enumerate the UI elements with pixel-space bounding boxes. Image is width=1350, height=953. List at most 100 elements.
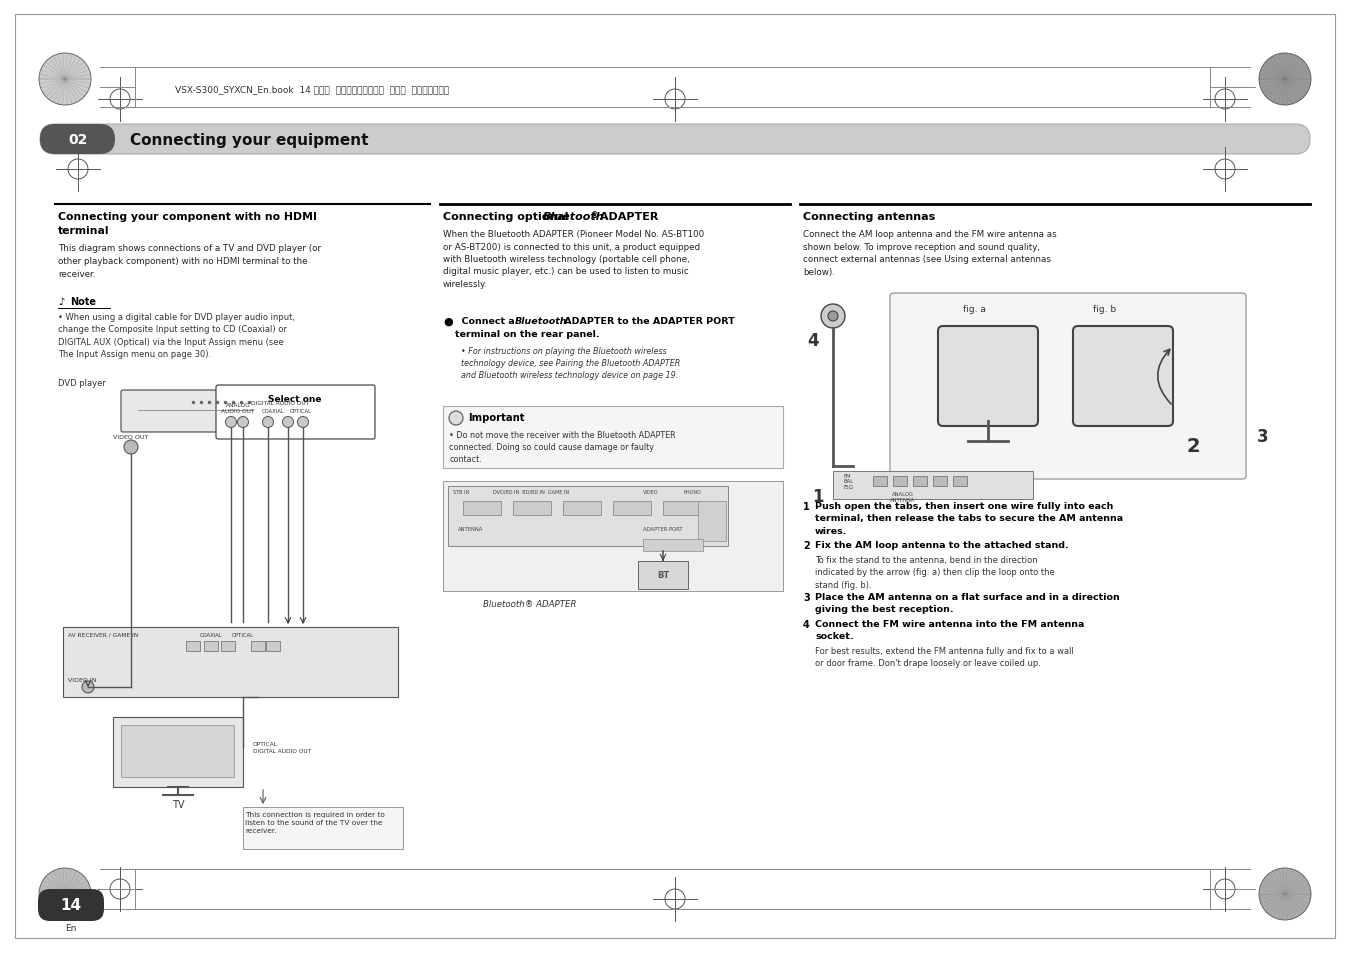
Text: Select one: Select one: [269, 395, 321, 403]
Bar: [122, 725, 234, 778]
Text: BT: BT: [657, 571, 670, 579]
Text: 14: 14: [61, 898, 81, 913]
Text: DIGITAL AUDIO OUT: DIGITAL AUDIO OUT: [251, 400, 309, 406]
Text: • For instructions on playing the Bluetooth wireless
technology device, see Pair: • For instructions on playing the Blueto…: [460, 347, 680, 380]
Text: Important: Important: [468, 413, 525, 422]
Text: ANALOG
AUDIO OUT: ANALOG AUDIO OUT: [221, 402, 255, 414]
Text: ♪: ♪: [58, 296, 65, 307]
Text: En: En: [65, 923, 77, 932]
Bar: [513, 501, 551, 516]
Text: 4: 4: [807, 332, 819, 350]
Text: To fix the stand to the antenna, bend in the direction
indicated by the arrow (f: To fix the stand to the antenna, bend in…: [815, 556, 1054, 589]
Text: When the Bluetooth ADAPTER (Pioneer Model No. AS-BT100
or AS-BT200) is connected: When the Bluetooth ADAPTER (Pioneer Mode…: [443, 230, 705, 289]
Text: ●: ●: [443, 316, 452, 327]
FancyBboxPatch shape: [216, 386, 375, 439]
Circle shape: [262, 417, 274, 428]
Text: COAXIAL: COAXIAL: [200, 633, 223, 638]
Circle shape: [1260, 868, 1311, 920]
Text: Place the AM antenna on a flat surface and in a direction
giving the best recept: Place the AM antenna on a flat surface a…: [815, 593, 1119, 614]
Bar: [266, 641, 279, 651]
Bar: [833, 472, 1033, 499]
Text: Connecting your equipment: Connecting your equipment: [130, 132, 369, 148]
Circle shape: [282, 417, 293, 428]
Text: Connecting antennas: Connecting antennas: [803, 212, 936, 222]
Text: This diagram shows connections of a TV and DVD player (or
other playback compone: This diagram shows connections of a TV a…: [58, 244, 321, 278]
Text: VIDEO IN: VIDEO IN: [68, 678, 96, 682]
Text: For best results, extend the FM antenna fully and fix to a wall
or door frame. D: For best results, extend the FM antenna …: [815, 646, 1073, 668]
Text: DVD player: DVD player: [58, 378, 105, 388]
FancyBboxPatch shape: [1073, 327, 1173, 427]
Circle shape: [124, 440, 138, 455]
Text: STB IN: STB IN: [454, 490, 470, 495]
FancyBboxPatch shape: [40, 125, 115, 154]
Text: Push open the tabs, then insert one wire fully into each
terminal, then release : Push open the tabs, then insert one wire…: [815, 501, 1123, 536]
Text: 4: 4: [803, 619, 810, 629]
Text: Connect the AM loop antenna and the FM wire antenna as
shown below. To improve r: Connect the AM loop antenna and the FM w…: [803, 230, 1057, 276]
FancyBboxPatch shape: [38, 889, 104, 921]
Circle shape: [82, 681, 94, 693]
Text: Bluetooth: Bluetooth: [514, 316, 567, 326]
Circle shape: [821, 305, 845, 329]
Text: VIDEO OUT: VIDEO OUT: [113, 435, 148, 439]
Bar: [639, 561, 688, 589]
Text: COAXIAL: COAXIAL: [262, 409, 285, 414]
Text: 1: 1: [803, 501, 810, 512]
Bar: [221, 641, 235, 651]
Bar: [63, 627, 398, 698]
Text: 2: 2: [1187, 437, 1200, 456]
Text: AV RECEIVER / GAME IN: AV RECEIVER / GAME IN: [68, 633, 138, 638]
Text: ANTENNA: ANTENNA: [458, 526, 483, 532]
Circle shape: [39, 54, 90, 106]
Text: ®: ®: [591, 212, 598, 221]
Text: Connect a: Connect a: [455, 316, 518, 326]
Text: 3: 3: [803, 593, 810, 602]
Text: fig. b: fig. b: [1094, 305, 1116, 314]
Bar: [933, 476, 946, 486]
Circle shape: [297, 417, 309, 428]
Circle shape: [39, 868, 90, 920]
Text: ADAPTER PORT: ADAPTER PORT: [643, 526, 683, 532]
Text: OPTICAL: OPTICAL: [232, 633, 254, 638]
FancyBboxPatch shape: [40, 125, 1310, 154]
Bar: [913, 476, 927, 486]
Circle shape: [238, 417, 248, 428]
Text: VIDEO: VIDEO: [643, 490, 659, 495]
Circle shape: [1260, 54, 1311, 106]
Text: 3: 3: [1257, 428, 1269, 446]
Bar: [186, 641, 200, 651]
Bar: [698, 501, 726, 541]
FancyBboxPatch shape: [122, 391, 270, 433]
Text: Connecting your component with no HDMI: Connecting your component with no HDMI: [58, 212, 317, 222]
Text: terminal: terminal: [58, 226, 109, 235]
Bar: [892, 476, 907, 486]
Bar: [613, 501, 651, 516]
Text: Note: Note: [70, 296, 96, 307]
Bar: [563, 501, 601, 516]
Bar: [663, 501, 701, 516]
Bar: [448, 486, 728, 546]
Text: OPTICAL: OPTICAL: [290, 409, 312, 414]
Text: ANALOG
ANTENNA: ANALOG ANTENNA: [890, 492, 915, 502]
Text: Connecting optional: Connecting optional: [443, 212, 572, 222]
Text: 1: 1: [813, 488, 823, 505]
Text: 2: 2: [803, 540, 810, 551]
Bar: [643, 539, 703, 552]
Text: PHONO: PHONO: [683, 490, 701, 495]
Bar: [443, 407, 783, 469]
Circle shape: [828, 312, 838, 322]
Text: TV: TV: [171, 800, 184, 809]
Text: Bluetooth: Bluetooth: [543, 212, 605, 222]
Text: OPTICAL
DIGITAL AUDIO OUT: OPTICAL DIGITAL AUDIO OUT: [252, 741, 310, 753]
Text: FM
BAL
75Ω: FM BAL 75Ω: [842, 474, 853, 490]
Text: • Do not move the receiver with the Bluetooth ADAPTER
connected. Doing so could : • Do not move the receiver with the Blue…: [450, 431, 675, 464]
Text: Fix the AM loop antenna to the attached stand.: Fix the AM loop antenna to the attached …: [815, 540, 1069, 550]
Circle shape: [225, 417, 236, 428]
Bar: [204, 641, 217, 651]
Text: ADAPTER: ADAPTER: [595, 212, 659, 222]
FancyBboxPatch shape: [938, 327, 1038, 427]
Text: 02: 02: [69, 132, 88, 147]
Text: terminal on the rear panel.: terminal on the rear panel.: [455, 330, 599, 338]
Bar: [443, 481, 783, 592]
Text: This connection is required in order to
listen to the sound of the TV over the
r: This connection is required in order to …: [244, 811, 385, 834]
Bar: [251, 641, 265, 651]
